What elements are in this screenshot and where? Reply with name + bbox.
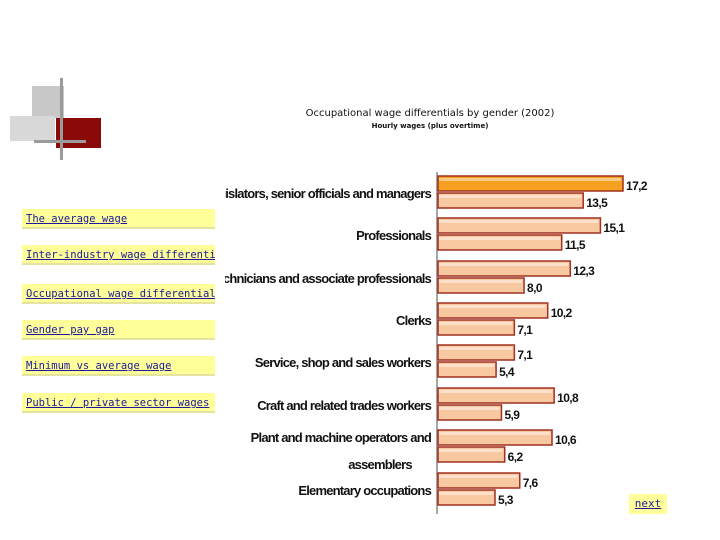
bar [437,302,549,319]
bar-highlight [439,347,513,350]
logo-vertical-line [60,78,63,160]
bar-highlight [439,305,546,308]
bar-value-label: 10,2 [551,306,573,320]
bar-value-label: 5,9 [504,408,520,422]
bar-highlight [439,280,523,283]
bar [437,175,624,192]
bar-value-label: 12,3 [573,264,595,278]
bar-highlight [439,407,500,410]
logo-square-gray [32,86,64,118]
nav-link-minimum-wage[interactable]: Minimum vs average wage [22,356,215,376]
page-title: Occupational wage differentials by gende… [305,108,555,119]
category-label: Elementary occupations [298,483,431,498]
bar-value-label: 5,4 [499,365,515,379]
bar-highlight [439,475,518,478]
category-label: Craft and related trades workers [257,398,431,413]
nav-link-public-private[interactable]: Public / private sector wages [22,393,215,413]
category-label: Clerks [396,313,432,328]
bar-highlight [439,449,503,452]
bar [437,277,525,294]
bar [437,429,553,446]
bar-highlight [439,492,494,495]
bar-highlight [439,263,569,266]
bar [437,319,516,336]
bar-value-label: 15,1 [603,221,625,235]
bar-value-label: 6,2 [508,450,524,464]
bar-highlight [439,432,551,435]
bar-highlight [439,322,513,325]
bar-value-label: 10,8 [557,391,579,405]
bar [437,234,563,251]
bar [437,387,555,404]
logo-horizontal-line [34,140,86,143]
wage-bar-chart: Legislators, senior officials and manage… [225,172,648,514]
bar [437,192,584,209]
nav-link-occupational[interactable]: Occupational wage differentials [22,284,215,304]
bar [437,217,602,234]
bar-highlight [439,364,495,367]
next-button[interactable]: next [629,494,667,514]
bar-value-label: 11,5 [565,238,586,252]
bar [437,361,497,378]
bar-value-label: 7,1 [517,323,533,337]
page-subtitle: Hourly wages (plus overtime) [371,122,489,130]
bar [437,446,506,463]
bar [437,260,572,277]
bar-value-label: 5,3 [498,493,514,507]
bar-highlight [439,220,599,223]
bar [437,489,496,506]
bar-highlight [439,195,582,198]
logo-square-red [56,118,101,148]
category-label: Professionals [356,228,431,243]
bar-value-label: 10,6 [555,433,577,447]
nav-link-inter-industry[interactable]: Inter-industry wage differentials [22,245,215,265]
category-label: Technicians and associate professionals [225,271,432,286]
logo-decoration [0,0,110,170]
category-label: Service, shop and sales workers [255,355,432,370]
bar-highlight [439,237,560,240]
bar-highlight [439,390,553,393]
bar-value-label: 13,5 [586,196,608,210]
category-label: Plant and machine operators and [251,430,432,445]
bar-value-label: 17,2 [626,179,648,193]
logo-square-light [10,116,55,141]
bar [437,472,521,489]
bar-value-label: 7,1 [517,348,533,362]
bar-highlight [439,178,621,181]
bar-value-label: 7,6 [523,476,539,490]
bar [437,404,503,421]
nav-link-average-wage[interactable]: The average wage [22,209,215,229]
category-label: Legislators, senior officials and manage… [225,186,432,201]
bar-value-label: 8,0 [527,281,543,295]
category-label: assemblers [348,457,412,472]
bar [437,344,516,361]
nav-link-gender-pay-gap[interactable]: Gender pay gap [22,320,215,340]
